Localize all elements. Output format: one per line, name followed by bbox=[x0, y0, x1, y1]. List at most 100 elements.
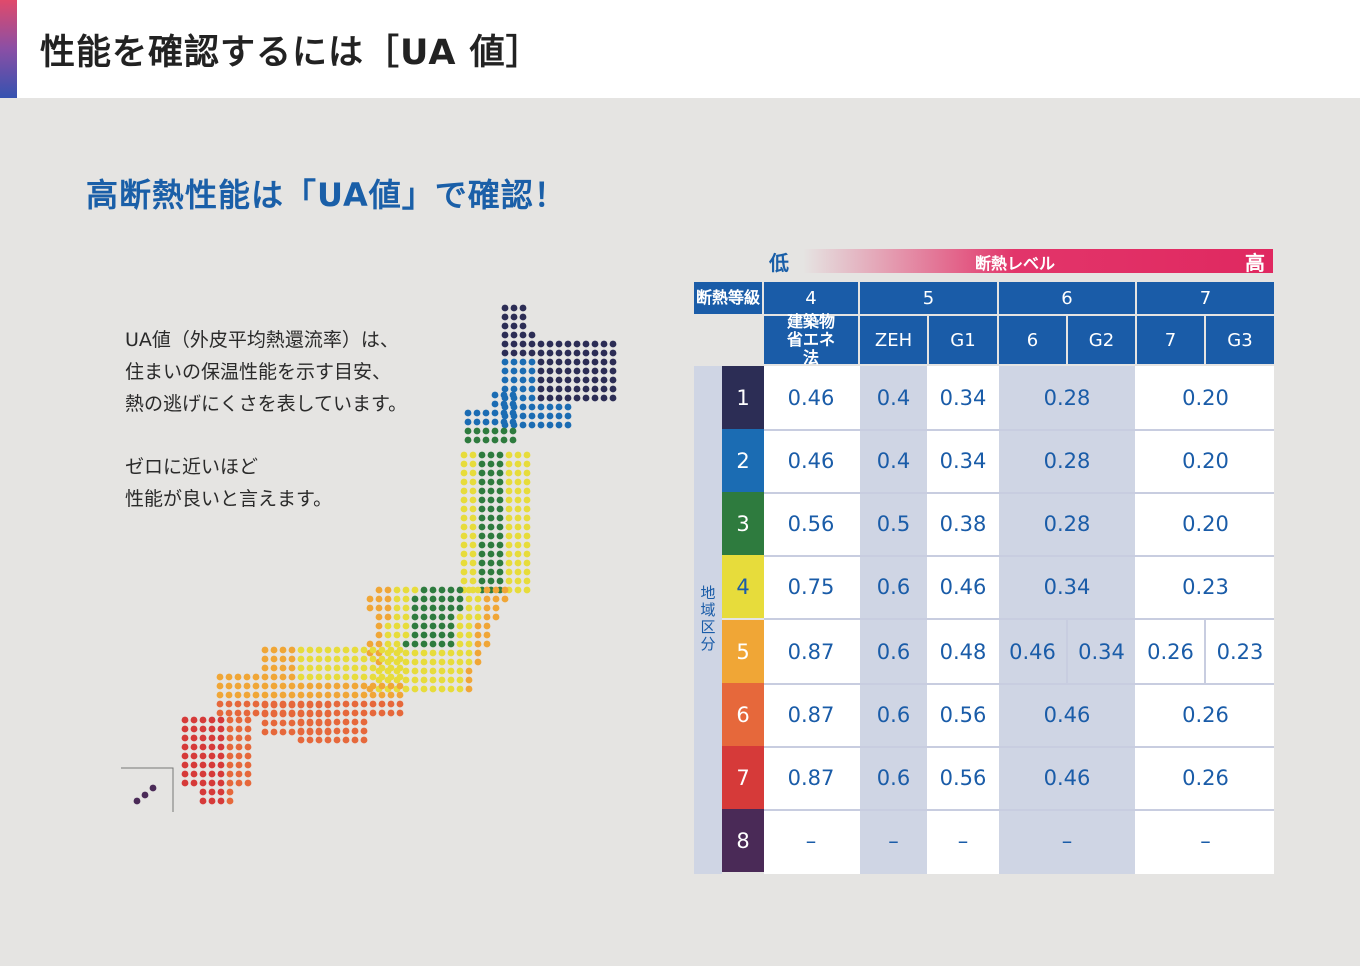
map-dot bbox=[582, 385, 590, 393]
desc-line-2: 住まいの保温性能を示す目安、 bbox=[125, 361, 392, 383]
map-dot bbox=[523, 460, 531, 468]
map-dot bbox=[469, 478, 477, 486]
grade-7: 7 bbox=[1137, 282, 1274, 314]
map-dot bbox=[288, 673, 296, 681]
map-dot bbox=[460, 505, 468, 513]
map-dot bbox=[500, 418, 508, 426]
map-dot bbox=[279, 691, 287, 699]
map-dot bbox=[420, 685, 428, 693]
map-dot bbox=[514, 586, 522, 594]
map-dot bbox=[279, 710, 287, 718]
map-dot bbox=[456, 685, 464, 693]
map-dot bbox=[384, 640, 392, 648]
map-dot bbox=[519, 349, 527, 357]
map-dot bbox=[279, 728, 287, 736]
map-dot bbox=[491, 427, 499, 435]
map-dot bbox=[537, 376, 545, 384]
map-dot bbox=[351, 655, 359, 663]
map-dot bbox=[288, 710, 296, 718]
map-dot bbox=[235, 761, 243, 769]
map-dot bbox=[487, 460, 495, 468]
map-dot bbox=[208, 788, 216, 796]
map-dot bbox=[456, 667, 464, 675]
map-dot bbox=[514, 487, 522, 495]
map-dot bbox=[378, 646, 386, 654]
map-dot bbox=[342, 646, 350, 654]
map-dot bbox=[514, 469, 522, 477]
map-dot bbox=[279, 719, 287, 727]
map-dot bbox=[244, 761, 252, 769]
map-dot bbox=[496, 523, 504, 531]
map-dot bbox=[523, 451, 531, 459]
map-dot bbox=[456, 613, 464, 621]
map-dot bbox=[487, 559, 495, 567]
value-zeh: – bbox=[888, 828, 899, 853]
map-dot bbox=[402, 595, 410, 603]
map-dot bbox=[181, 752, 189, 760]
map-dot bbox=[360, 655, 368, 663]
map-dot bbox=[351, 709, 359, 717]
map-dot bbox=[573, 367, 581, 375]
map-dot bbox=[270, 682, 278, 690]
map-dot bbox=[333, 700, 341, 708]
map-dot bbox=[464, 436, 472, 444]
map-dot bbox=[226, 779, 234, 787]
grade-label: 断熱等級 bbox=[694, 282, 762, 314]
map-dot bbox=[384, 604, 392, 612]
map-dot bbox=[216, 691, 224, 699]
map-dot bbox=[226, 770, 234, 778]
map-dot bbox=[420, 604, 428, 612]
value-zeh: 0.4 bbox=[876, 448, 911, 473]
map-dot bbox=[447, 631, 455, 639]
map-dot bbox=[510, 367, 518, 375]
map-dot bbox=[464, 427, 472, 435]
map-dot bbox=[456, 640, 464, 648]
map-dot bbox=[315, 701, 323, 709]
map-dot bbox=[225, 691, 233, 699]
map-dot bbox=[315, 710, 323, 718]
map-dot bbox=[396, 646, 404, 654]
map-dot bbox=[378, 655, 386, 663]
map-dot bbox=[324, 691, 332, 699]
map-dot bbox=[591, 349, 599, 357]
map-dot bbox=[473, 418, 481, 426]
map-dot bbox=[478, 505, 486, 513]
value-grade7: 0.20 bbox=[1182, 448, 1229, 473]
map-dot bbox=[243, 700, 251, 708]
subheader-6: 6 bbox=[999, 316, 1066, 364]
map-dot bbox=[505, 532, 513, 540]
map-dot bbox=[478, 496, 486, 504]
map-dot bbox=[297, 673, 305, 681]
map-dot bbox=[510, 349, 518, 357]
map-dot bbox=[306, 664, 314, 672]
value-zeh: 0.6 bbox=[876, 639, 911, 664]
map-dot bbox=[402, 649, 410, 657]
map-dot bbox=[523, 505, 531, 513]
map-dot bbox=[496, 568, 504, 576]
value-zeh: 0.5 bbox=[876, 511, 911, 536]
map-dot bbox=[234, 700, 242, 708]
map-dot bbox=[396, 709, 404, 717]
map-dot bbox=[573, 376, 581, 384]
map-dot bbox=[306, 701, 314, 709]
map-dot bbox=[324, 710, 332, 718]
map-dot bbox=[217, 788, 225, 796]
map-dot bbox=[496, 532, 504, 540]
map-dot bbox=[528, 421, 536, 429]
map-dot bbox=[514, 514, 522, 522]
map-dot bbox=[469, 469, 477, 477]
map-dot bbox=[208, 716, 216, 724]
map-dot bbox=[447, 595, 455, 603]
map-dot bbox=[378, 682, 386, 690]
map-dot bbox=[478, 532, 486, 540]
value-g1: 0.56 bbox=[939, 765, 987, 790]
map-dot bbox=[261, 701, 269, 709]
map-dot bbox=[199, 797, 207, 805]
subheading: 高断熱性能は「UA値」で確認！ bbox=[86, 176, 567, 214]
map-dot bbox=[523, 487, 531, 495]
map-dot bbox=[181, 761, 189, 769]
map-dot bbox=[342, 727, 350, 735]
map-dot bbox=[465, 640, 473, 648]
map-dot bbox=[555, 412, 563, 420]
map-dot bbox=[438, 613, 446, 621]
